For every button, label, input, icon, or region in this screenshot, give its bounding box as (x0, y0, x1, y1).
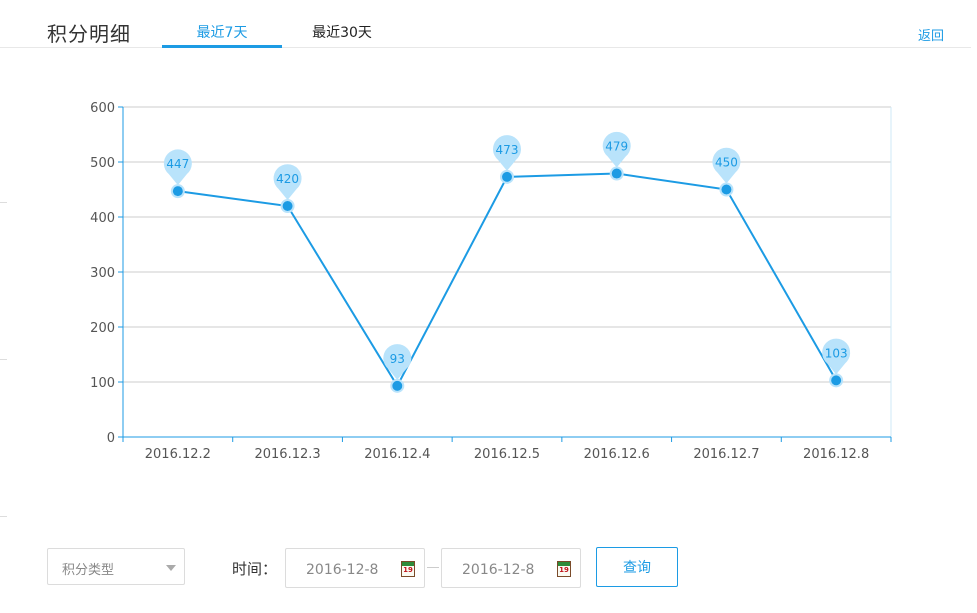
points-line-chart: 0 100 200 300 400 500 600 2016.12.2 2016.12.3 201… (90, 101, 892, 462)
active-tab-indicator (162, 45, 282, 48)
x-tick-label: 2016.12.6 (584, 447, 650, 462)
x-tick-label: 2016.12.8 (803, 447, 869, 462)
data-point (611, 168, 622, 179)
series-line (177, 172, 838, 388)
y-tick-label: 0 (107, 431, 115, 446)
y-tick-label: 400 (90, 211, 115, 226)
edge-mark (0, 202, 7, 203)
data-label-pin (712, 147, 741, 184)
data-point (282, 201, 293, 211)
edge-mark (0, 516, 7, 517)
x-tick-label: 2016.12.7 (693, 447, 759, 462)
tab-last-30-days[interactable]: 最近30天 (312, 25, 372, 41)
back-link[interactable]: 返回 (917, 29, 944, 44)
page-title: 积分明细 (47, 22, 131, 46)
data-label: 420 (276, 172, 299, 186)
end-date-input[interactable]: 2016-12-8 19 (441, 548, 581, 588)
query-button[interactable]: 查询 (596, 547, 678, 587)
data-label: 473 (496, 143, 519, 157)
page-header: 积分明细 最近7天 最近30天 返回 (0, 0, 971, 48)
x-tick-label: 2016.12.4 (364, 447, 430, 462)
y-tick-label: 500 (90, 156, 115, 171)
tab-last-7-days[interactable]: 最近7天 (196, 25, 248, 41)
data-point (831, 375, 842, 386)
start-date-value: 2016-12-8 (306, 562, 379, 578)
data-point (172, 186, 183, 197)
y-tick-label: 100 (90, 376, 115, 391)
data-label-pin (273, 164, 302, 200)
x-tick-label: 2016.12.2 (145, 447, 211, 462)
calendar-icon[interactable]: 19 (557, 561, 571, 577)
data-label-pin (383, 344, 412, 380)
end-date-value: 2016-12-8 (462, 562, 535, 578)
points-type-select[interactable]: 积分类型 (47, 548, 185, 585)
data-point (502, 171, 512, 182)
x-tick-label: 2016.12.5 (474, 447, 540, 462)
start-date-input[interactable]: 2016-12-8 19 (285, 548, 425, 588)
time-label: 时间： (232, 560, 278, 578)
data-label-pin (163, 149, 192, 186)
data-label-pin (602, 131, 631, 168)
edge-mark (0, 359, 7, 360)
data-label: 479 (605, 140, 628, 154)
data-label: 103 (825, 346, 848, 360)
calendar-icon[interactable]: 19 (401, 561, 415, 577)
date-range-separator (427, 567, 439, 568)
data-label: 93 (390, 352, 405, 366)
data-label: 447 (166, 157, 189, 171)
data-point (392, 380, 403, 391)
y-tick-label: 300 (90, 266, 115, 281)
y-tick-label: 200 (90, 321, 115, 336)
data-label-pin (493, 135, 521, 171)
points-type-select-value: 积分类型 (62, 563, 115, 578)
data-label: 450 (715, 156, 738, 170)
data-label-pin (822, 338, 851, 375)
data-point (721, 184, 732, 195)
filter-bar: 积分类型 时间： 2016-12-8 19 2016-12-8 19 查询 (0, 545, 977, 590)
chevron-down-icon (166, 565, 176, 571)
x-tick-label: 2016.12.3 (254, 447, 320, 462)
y-tick-label: 600 (90, 101, 115, 116)
